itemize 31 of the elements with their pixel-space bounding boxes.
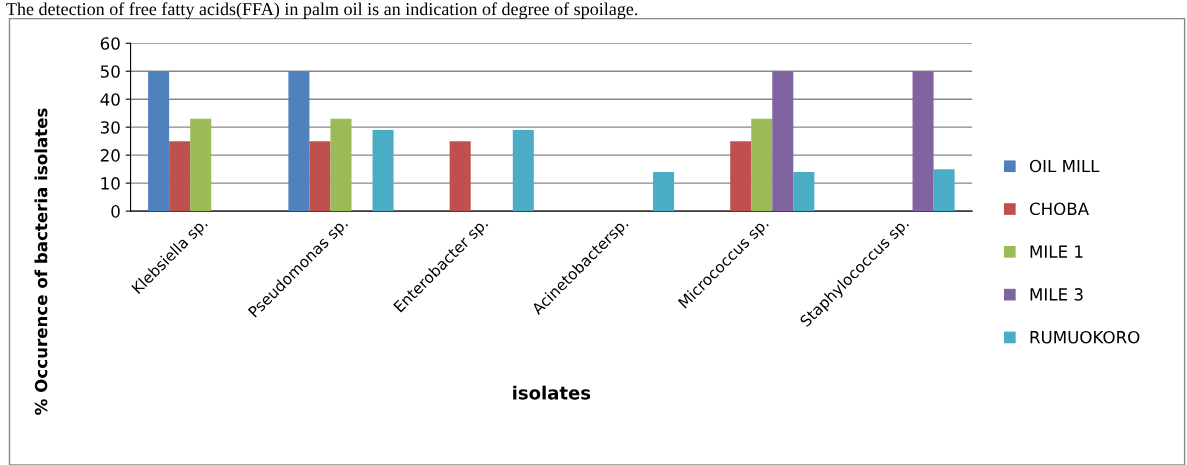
y-tick-label: 60 <box>100 37 120 50</box>
bar <box>148 71 170 212</box>
y-tick-label: 20 <box>100 149 120 162</box>
legend-label: CHOBA <box>1029 202 1089 216</box>
y-tick-label: 0 <box>111 205 120 218</box>
bar <box>512 129 534 212</box>
legend-label: OIL MILL <box>1029 159 1100 173</box>
text: The detection of free fatty acids(FFA) in palm oil is an indication of degree of spoilage. <box>6 2 638 19</box>
x-axis-title: isolates <box>513 385 591 400</box>
bar <box>912 71 934 212</box>
bar <box>933 169 955 212</box>
y-tick-label: 50 <box>100 65 120 78</box>
bar <box>449 141 471 212</box>
legend-label: RUMUOKORO <box>1030 330 1140 344</box>
bar <box>793 171 815 212</box>
y-axis-title: % Occurence of bacteria isolates <box>34 108 48 415</box>
bar <box>772 71 794 212</box>
legend-label: MILE 1 <box>1030 245 1083 258</box>
bar <box>190 118 212 212</box>
y-tick-label: 40 <box>100 93 120 106</box>
bar <box>288 71 310 212</box>
bar <box>330 118 352 212</box>
bar <box>309 141 331 212</box>
y-tick-label: 30 <box>100 121 120 134</box>
bar <box>372 129 394 212</box>
bar <box>653 171 675 212</box>
bar <box>751 118 773 212</box>
y-tick-label: 10 <box>101 177 120 190</box>
legend-label: MILE 3 <box>1030 288 1083 301</box>
bar <box>730 141 752 212</box>
bar <box>169 141 191 212</box>
